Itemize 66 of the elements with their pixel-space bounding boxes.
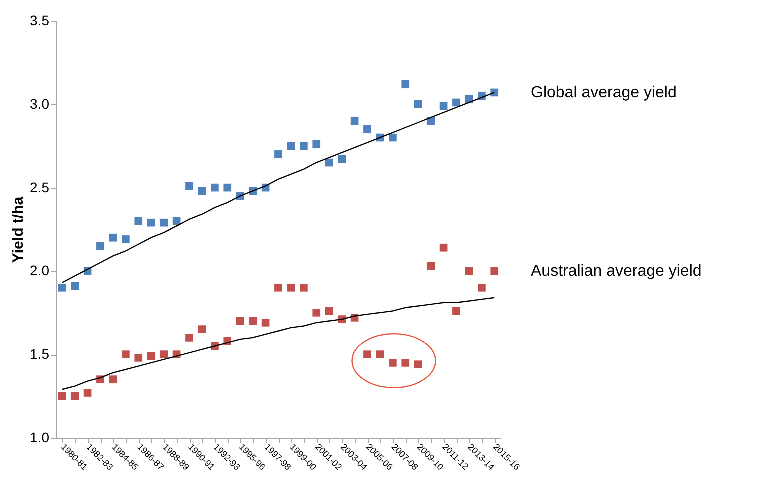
- point: [388, 133, 398, 142]
- point: [58, 283, 67, 292]
- point: [477, 283, 486, 292]
- point: [58, 392, 67, 401]
- point: [236, 316, 245, 326]
- point: [70, 392, 80, 401]
- point: [146, 352, 156, 361]
- point: [414, 100, 423, 109]
- point: [223, 183, 232, 192]
- point: [299, 283, 308, 292]
- point: [490, 88, 500, 98]
- text: Australian average yield: [531, 263, 702, 280]
- point: [363, 350, 372, 360]
- point: [299, 142, 308, 151]
- point: [414, 360, 423, 370]
- point: [108, 375, 118, 384]
- point: [274, 283, 283, 292]
- point: [198, 325, 207, 334]
- point: [350, 116, 360, 126]
- point: [160, 350, 169, 360]
- point: [401, 358, 410, 368]
- point: [439, 102, 448, 110]
- point: [185, 182, 194, 191]
- point: [490, 266, 500, 276]
- point: [198, 186, 207, 196]
- point: [324, 306, 334, 316]
- y-tick-label: 3.0: [30, 96, 50, 112]
- point: [134, 354, 144, 362]
- point: [70, 282, 80, 291]
- point: [121, 350, 130, 360]
- point: [312, 308, 322, 318]
- point: [160, 218, 169, 228]
- point: [108, 233, 118, 242]
- point: [185, 333, 194, 342]
- point: [439, 243, 448, 252]
- point: [121, 235, 130, 244]
- point: [286, 142, 296, 151]
- y-tick-label: 1.5: [30, 346, 50, 362]
- point: [452, 306, 461, 316]
- point: [286, 283, 296, 292]
- y-tick-label: 2.0: [30, 262, 50, 279]
- point: [134, 216, 144, 226]
- point: [363, 124, 372, 134]
- point: [172, 216, 182, 226]
- point: [248, 316, 258, 326]
- point: [464, 266, 474, 276]
- point: [452, 98, 461, 108]
- y-tick-label: 3.5: [30, 12, 50, 28]
- point: [376, 350, 385, 360]
- point: [426, 262, 436, 271]
- point: [210, 183, 220, 192]
- y-axis-title: Yield t/ha: [10, 196, 28, 264]
- point: [401, 80, 410, 89]
- point: [96, 242, 105, 251]
- point: [312, 140, 322, 149]
- text: Global average yield: [531, 84, 677, 102]
- y-tick-label: 1.0: [30, 430, 50, 446]
- point: [338, 155, 347, 164]
- point: [261, 318, 270, 328]
- point: [388, 358, 398, 368]
- y-tick-label: 2.5: [30, 179, 50, 196]
- point: [83, 388, 92, 398]
- point: [274, 150, 283, 159]
- point: [146, 218, 156, 228]
- line-series: [62, 297, 496, 390]
- point: [324, 158, 334, 168]
